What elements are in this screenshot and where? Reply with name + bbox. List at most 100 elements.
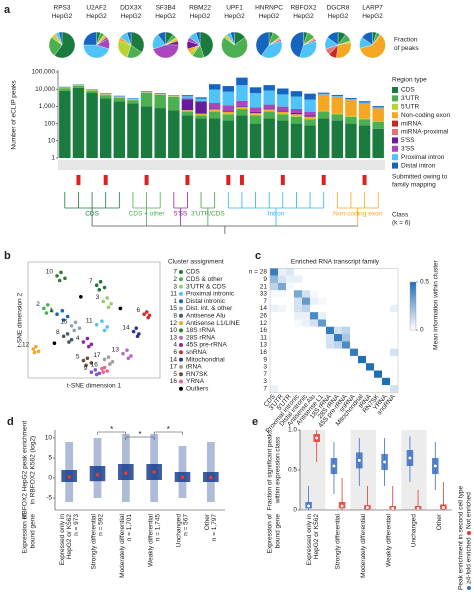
- heatmap-cell: [318, 355, 326, 364]
- heatmap-cell: [270, 334, 278, 342]
- bar-segment: [127, 98, 139, 99]
- heatmap-cell: [342, 297, 350, 305]
- heatmap-cell: [358, 377, 366, 386]
- heatmap-cell: [286, 355, 294, 364]
- heatmap-cell: [374, 363, 382, 371]
- heatmap-cell: [310, 312, 318, 320]
- heatmap-cell: [326, 290, 334, 298]
- bar-segment: [222, 91, 235, 106]
- heatmap-cell: [286, 385, 294, 393]
- category-label: HepG2 or K562: [313, 514, 320, 560]
- heatmap-cell: [390, 385, 398, 393]
- bar-segment: [86, 90, 98, 94]
- legend-swatch: [392, 129, 398, 135]
- pie-slice: [54, 31, 76, 59]
- legend-number: 6: [173, 349, 177, 356]
- heatmap-cell: [374, 282, 382, 291]
- legend-dot: [467, 531, 471, 535]
- colorbar: [409, 281, 417, 331]
- bar-segment: [113, 101, 126, 158]
- heatmap-cell: [366, 268, 374, 276]
- colorbar-tick-label: 0.5: [420, 279, 429, 286]
- heatmap-cell: [318, 363, 326, 371]
- heatmap-cell: [286, 370, 294, 378]
- bar-segment: [127, 103, 139, 158]
- pie-slice: [152, 44, 179, 59]
- heatmap-cell: [302, 297, 310, 305]
- heatmap-cell: [326, 304, 334, 313]
- heatmap-cell: [382, 312, 390, 320]
- bar-segment: [99, 95, 112, 99]
- heatmap-cell: [318, 275, 326, 283]
- bar-segment: [263, 85, 275, 91]
- class-label: 5′SS: [174, 211, 188, 218]
- point: [59, 270, 63, 275]
- bar-segment: [317, 92, 330, 94]
- heatmap-cell: [334, 290, 342, 298]
- bar-segment: [222, 120, 235, 158]
- pie-label: HepG2: [293, 13, 314, 20]
- heatmap-cell: [358, 275, 366, 283]
- median: [390, 506, 395, 511]
- median: [67, 475, 71, 479]
- bar-segment: [236, 77, 248, 86]
- pie-slice: [255, 31, 270, 56]
- legend-label: Dist. int. & other: [186, 305, 233, 312]
- heatmap-cell: [350, 334, 358, 342]
- pie-label: U2AF2: [86, 5, 107, 12]
- legend-swatch: [392, 120, 398, 127]
- bar-segment: [249, 107, 262, 112]
- dendrogram-branch: [173, 192, 188, 226]
- bar-segment: [345, 123, 357, 158]
- heatmap-cell: [318, 290, 326, 298]
- bar-segment: [249, 93, 262, 108]
- bar-segment: [249, 87, 262, 94]
- submitted-label: family mapping: [392, 182, 436, 189]
- bar-segment: [113, 97, 126, 102]
- bar-segment: [113, 97, 126, 98]
- category-label: n = 592: [98, 514, 105, 536]
- heatmap-cell: [302, 363, 310, 371]
- heatmap-cell: [342, 275, 350, 283]
- point: [106, 355, 111, 359]
- heatmap-cell: [310, 275, 318, 283]
- submitted-mark: [185, 175, 190, 185]
- point: [55, 312, 59, 317]
- legend-swatch: [392, 87, 398, 93]
- point: [105, 369, 109, 373]
- pie-slice: [299, 40, 317, 59]
- legend-label: CDS: [401, 87, 415, 94]
- heatmap-cell: [358, 319, 366, 327]
- heatmap-cell: [286, 312, 294, 320]
- bar-segment: [181, 98, 194, 100]
- heatmap-cell: [270, 282, 278, 291]
- bar-segment: [317, 111, 330, 119]
- legend-label: miRNA-proximal: [401, 129, 449, 136]
- heatmap-cell: [350, 304, 358, 313]
- cluster-label: 15: [60, 319, 68, 326]
- legend-dot: [179, 299, 183, 304]
- heatmap-cell: [350, 355, 358, 364]
- point: [94, 322, 99, 327]
- legend-number: 13: [170, 334, 178, 341]
- heatmap-cell: [302, 268, 310, 276]
- point: [108, 362, 112, 366]
- heatmap-cell: [302, 355, 310, 364]
- legend-swatch: [392, 154, 398, 161]
- heatmap-cell: [342, 290, 350, 298]
- point: [118, 306, 123, 311]
- pie-label: HepG2: [52, 13, 73, 20]
- heatmap-cell: [278, 385, 286, 393]
- heatmap-cell: [294, 290, 302, 298]
- heatmap-cell: [286, 268, 294, 276]
- heatmap-cell: [342, 326, 350, 335]
- bar-segment: [249, 123, 262, 158]
- heatmap-cell: [278, 334, 286, 342]
- median: [152, 470, 156, 474]
- legend-label: YRNA: [186, 378, 205, 385]
- row-n-label: 14: [260, 305, 268, 312]
- bar-segment: [195, 101, 207, 114]
- legend-number: 14: [170, 356, 178, 363]
- bar-segment: [195, 114, 207, 116]
- heatmap-cell: [310, 268, 318, 276]
